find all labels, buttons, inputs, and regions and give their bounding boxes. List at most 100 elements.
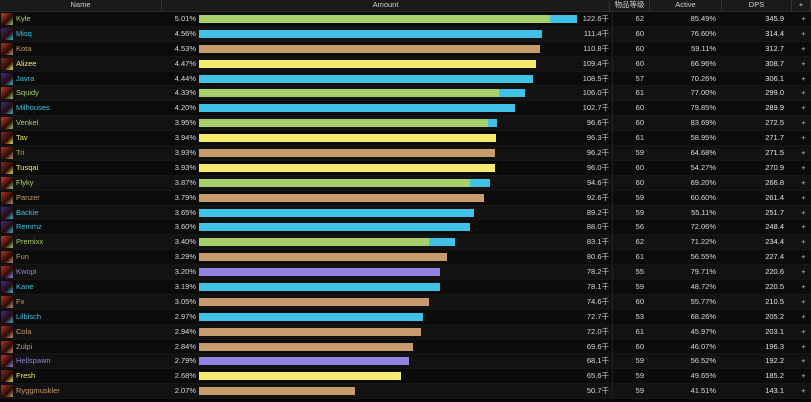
player-name[interactable]: Zulpi [16,341,33,351]
player-name[interactable]: Tusqai [16,162,39,172]
dps-value: 185.2 [765,371,784,381]
expand-row-button[interactable]: + [801,43,806,53]
player-name[interactable]: Kwopi [16,267,37,277]
table-row[interactable]: Kyle 5.01% 122.6千 62 85.49% 345.9 + [0,12,811,27]
expand-row-button[interactable]: + [801,58,806,68]
table-row[interactable]: Premixx 3.40% 83.1千 62 71.22% 234.4 + [0,235,811,251]
damage-bar-main [199,223,471,232]
expand-row-button[interactable]: + [801,207,806,217]
damage-bar [199,312,423,321]
table-row[interactable]: Tusqai 3.93% 96.0千 60 54.27% 270.9 + [0,160,811,176]
header-item-level[interactable]: 物品等级 [610,0,650,11]
expand-row-button[interactable]: + [801,103,806,113]
table-row[interactable]: Misq 4.56% 111.4千 60 76.60% 314.4 + [0,26,811,42]
expand-row-button[interactable]: + [801,192,806,202]
table-row[interactable]: Hellspawn 2.79% 68.1千 59 56.52% 192.2 + [0,354,811,370]
amount-cell: 122.6千 [198,12,612,26]
expand-row-button[interactable]: + [801,386,806,396]
expand-row-button[interactable]: + [801,341,806,351]
table-row[interactable]: Fresh 2.68% 65.6千 59 49.65% 185.2 + [0,369,811,385]
player-name[interactable]: Alizee [16,58,37,68]
expand-row-button[interactable]: + [801,162,806,172]
player-name[interactable]: Flyky [16,177,34,187]
active-percent: 54.27% [690,162,716,172]
expand-row-button[interactable]: + [801,14,806,23]
expand-row-button[interactable]: + [801,267,806,277]
table-row[interactable]: Panzer 3.79% 92.6千 59 60.60% 261.4 + [0,190,811,206]
player-name[interactable]: Tri [16,148,25,158]
damage-amount: 83.1千 [586,237,609,247]
table-row[interactable]: Fx 3.05% 74.6千 60 55.77% 210.5 + [0,294,811,310]
header-amount[interactable]: Amount [162,0,610,11]
player-name[interactable]: Kane [16,282,34,292]
table-row[interactable]: Cola 2.94% 72.0千 61 45.97% 203.1 + [0,324,811,340]
expand-row-button[interactable]: + [801,118,806,128]
expand-row-button[interactable]: + [801,356,806,366]
player-name[interactable]: Premixx [16,237,44,247]
dps-value: 270.9 [765,162,784,172]
player-name[interactable]: Kyle [16,14,31,23]
expand-row-button[interactable]: + [801,326,806,336]
table-row[interactable]: Kota 4.53% 110.8千 60 59.11% 312.7 + [0,41,811,57]
table-row[interactable]: Lilbisch 2.97% 72.7千 53 68.26% 205.2 + [0,309,811,325]
header-active[interactable]: Active [650,0,722,11]
player-name[interactable]: Tav [16,133,28,143]
player-name[interactable]: Misq [16,28,32,38]
player-name[interactable]: Cola [16,326,32,336]
table-row[interactable]: Milhouses 4.20% 102.7千 60 79.85% 289.9 + [0,101,811,117]
item-level: 59 [612,369,652,384]
player-name[interactable]: Javra [16,73,35,83]
amount-cell: 89.2千 [198,206,612,220]
player-name[interactable]: Lilbisch [16,311,42,321]
expand-row-button[interactable]: + [801,371,806,381]
player-name[interactable]: Milhouses [16,103,50,113]
expand-row-button[interactable]: + [801,222,806,232]
damage-percent: 3.94% [174,133,196,143]
expand-row-button[interactable]: + [801,296,806,306]
table-row[interactable]: Alizee 4.47% 109.4千 60 66.96% 308.7 + [0,56,811,72]
expand-row-button[interactable]: + [801,148,806,158]
expand-row-button[interactable]: + [801,88,806,98]
expand-row-button[interactable]: + [801,252,806,262]
expand-row-button[interactable]: + [801,177,806,187]
mage-class-icon [1,221,13,234]
amount-cell: 72.0千 [198,325,612,339]
damage-amount: 122.6千 [582,14,609,23]
player-name[interactable]: Venkel [16,118,39,128]
table-row[interactable]: Venkel 3.95% 96.6千 60 83.69% 272.5 + [0,116,811,132]
table-row[interactable]: Backie 3.65% 89.2千 59 55.11% 251.7 + [0,205,811,221]
table-row[interactable]: Tav 3.94% 96.3千 61 58.95% 271.7 + [0,131,811,147]
header-dps[interactable]: DPS [722,0,792,11]
player-name[interactable]: Fresh [16,371,36,381]
table-row[interactable]: Squidy 4.33% 106.0千 61 77.00% 299.0 + [0,86,811,102]
table-row[interactable]: Kwopi 3.20% 78.2千 55 79.71% 220.6 + [0,265,811,281]
table-row[interactable]: Ryggmuskler 2.07% 50.7千 59 41.51% 143.1 + [0,384,811,400]
player-name[interactable]: Fun [16,252,29,262]
table-row[interactable]: Kane 3.19% 78.1千 59 48.72% 220.5 + [0,280,811,295]
mage-class-icon [1,72,13,85]
player-name[interactable]: Remmz [16,222,42,232]
player-name[interactable]: Kota [16,43,32,53]
table-row[interactable]: Remmz 3.60% 88.0千 56 72.06% 248.4 + [0,220,811,236]
expand-row-button[interactable]: + [801,282,806,292]
expand-row-button[interactable]: + [801,133,806,143]
table-row[interactable]: Flyky 3.87% 94.6千 60 69.20% 266.8 + [0,175,811,191]
expand-row-button[interactable]: + [801,73,806,83]
header-name[interactable]: Name [0,0,162,11]
player-name[interactable]: Hellspawn [16,356,51,366]
player-name[interactable]: Squidy [16,88,39,98]
player-name[interactable]: Panzer [16,192,40,202]
dps-value: 251.7 [765,207,784,217]
table-row[interactable]: Fun 3.29% 80.6千 61 56.55% 227.4 + [0,250,811,266]
player-name[interactable]: Ryggmuskler [16,386,60,396]
table-row[interactable]: Tri 3.93% 96.2千 59 64.68% 271.5 + [0,146,811,161]
table-row[interactable]: Zulpi 2.84% 69.6千 60 46.07% 196.3 + [0,339,811,355]
expand-row-button[interactable]: + [801,237,806,247]
player-name[interactable]: Backie [16,207,39,217]
active-percent: 41.51% [690,386,716,396]
player-name[interactable]: Fx [16,296,25,306]
expand-row-button[interactable]: + [801,311,806,321]
expand-row-button[interactable]: + [801,28,806,38]
table-row[interactable]: Javra 4.44% 108.5千 57 70.26% 306.1 + [0,71,811,87]
header-expand-all[interactable]: + [792,0,811,11]
